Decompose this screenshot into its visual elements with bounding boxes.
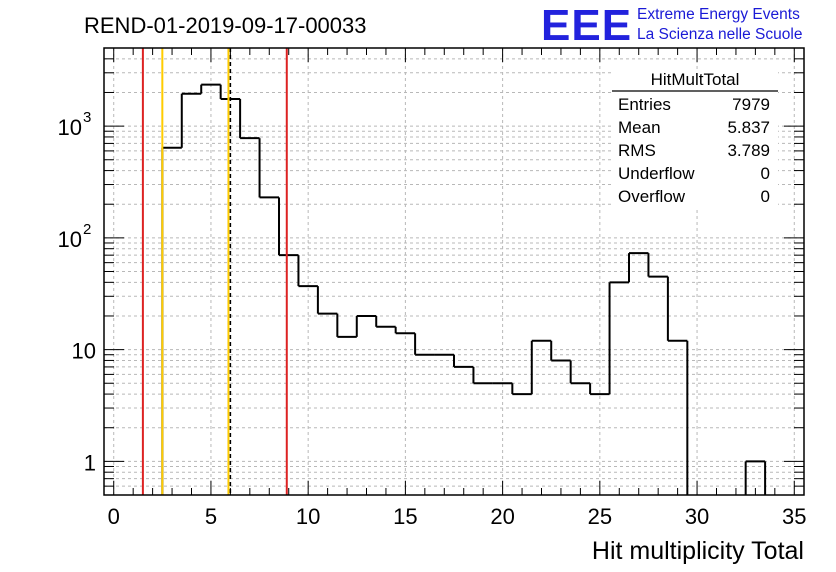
logo-line-1: Extreme Energy Events: [637, 6, 800, 23]
x-tick-label: 20: [490, 504, 514, 529]
logo-mark: EEE: [541, 1, 632, 50]
y-tick-exponent: 2: [83, 221, 91, 238]
stats-row-value: 5.837: [727, 118, 770, 137]
stats-row-value: 7979: [732, 95, 770, 114]
y-tick-label: 1: [84, 450, 96, 475]
y-tick-label-base: 10: [58, 115, 82, 140]
x-tick-label: 5: [205, 504, 217, 529]
stats-box-title: HitMultTotal: [651, 70, 740, 89]
x-tick-label: 35: [782, 504, 806, 529]
stats-box: [612, 70, 778, 210]
stats-row-label: Entries: [618, 95, 671, 114]
stats-row-label: RMS: [618, 141, 656, 160]
y-tick-label: 10: [58, 227, 82, 252]
y-tick-label: 10: [72, 339, 96, 364]
x-tick-label: 15: [393, 504, 417, 529]
y-tick-exponent: 3: [83, 109, 91, 126]
stats-row-label: Mean: [618, 118, 661, 137]
stats-row-value: 0: [761, 164, 770, 183]
y-tick-label: 10: [58, 115, 82, 140]
logo-line-2: La Scienza nelle Scuole: [637, 26, 802, 43]
stats-row-label: Overflow: [618, 187, 686, 206]
stats-row-label: Underflow: [618, 164, 695, 183]
eee-logo: EEE Extreme Energy Events La Scienza nel…: [541, 1, 802, 50]
x-tick-label: 10: [296, 504, 320, 529]
x-tick-label: 0: [108, 504, 120, 529]
y-tick-label-base: 10: [58, 227, 82, 252]
x-axis-label: Hit multiplicity Total: [592, 537, 804, 565]
stats-row-value: 3.789: [727, 141, 770, 160]
x-tick-label: 25: [588, 504, 612, 529]
stats-row-value: 0: [761, 187, 770, 206]
x-tick-label: 30: [685, 504, 709, 529]
chart-title: REND-01-2019-09-17-00033: [84, 13, 367, 38]
